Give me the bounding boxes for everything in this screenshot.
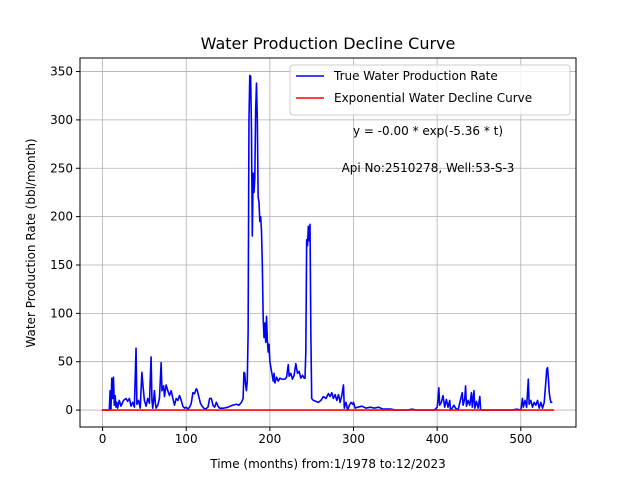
x-axis-ticks: 0 100 200 300 400 500	[99, 427, 532, 446]
y-tick-label: 50	[58, 355, 73, 369]
y-tick-label: 350	[50, 65, 73, 79]
y-tick-label: 300	[50, 113, 73, 127]
legend: True Water Production Rate Exponential W…	[289, 64, 571, 116]
legend-box	[289, 64, 571, 116]
y-axis-ticks: 0 50 100 150 200 250 300 350	[50, 65, 80, 417]
x-tick-label: 200	[258, 432, 281, 446]
well-id-annotation: Api No:2510278, Well:53-S-3	[342, 161, 515, 175]
y-tick-label: 200	[50, 210, 73, 224]
y-tick-label: 0	[65, 403, 73, 417]
chart-title: Water Production Decline Curve	[201, 34, 456, 53]
x-axis-label: Time (months) from:1/1978 to:12/2023	[209, 457, 446, 471]
legend-label-true-rate: True Water Production Rate	[333, 69, 498, 83]
y-tick-label: 250	[50, 161, 73, 175]
y-tick-label: 150	[50, 258, 73, 272]
y-tick-label: 100	[50, 306, 73, 320]
legend-label-exponential-curve: Exponential Water Decline Curve	[334, 91, 532, 105]
plot-frame	[79, 57, 577, 428]
y-axis-label: Water Production Rate (bbl/month)	[24, 138, 38, 347]
x-tick-label: 100	[175, 432, 198, 446]
x-tick-label: 500	[509, 432, 532, 446]
true-water-production-rate-line	[101, 74, 553, 411]
fit-equation-annotation: y = -0.00 * exp(-5.36 * t)	[353, 124, 503, 138]
series-layer	[101, 74, 555, 411]
x-tick-label: 300	[342, 432, 365, 446]
x-tick-label: 400	[426, 432, 449, 446]
x-tick-label: 0	[99, 432, 107, 446]
